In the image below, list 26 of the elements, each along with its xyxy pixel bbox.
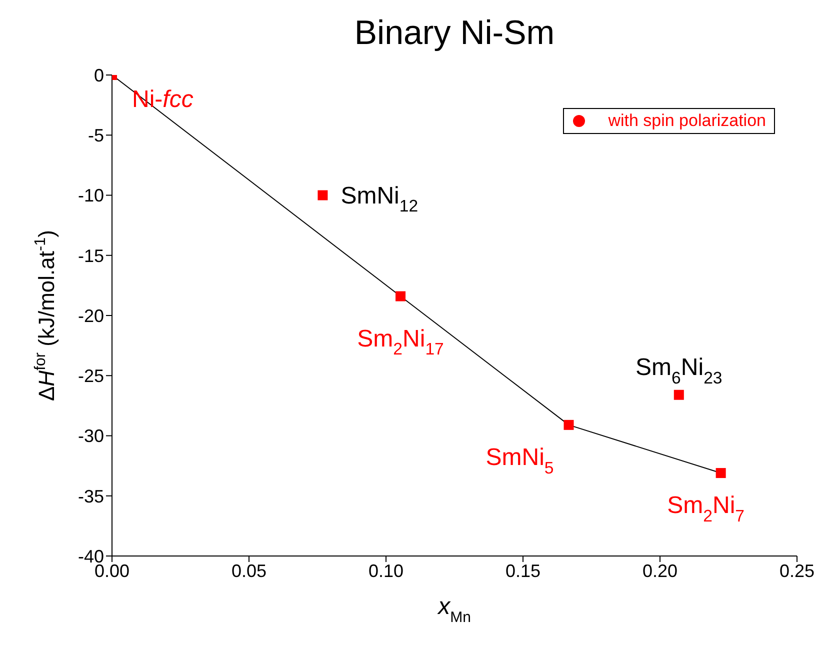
annotation: Sm$_{2}$Ni$_{17}$: [357, 325, 444, 359]
annotation: SmNi$_{5}$: [486, 444, 554, 478]
legend-label: with spin polarization: [608, 111, 766, 131]
annotation: Sm$_{2}$Ni$_{7}$: [667, 492, 745, 526]
x-tick-label: 0.20: [642, 560, 678, 581]
point: [716, 468, 726, 478]
x-tick-label: 0.10: [368, 560, 404, 581]
annotation: Sm$_{6}$Ni$_{23}$: [636, 354, 722, 388]
y-tick-label: 0: [94, 65, 104, 86]
y-tick-label: -5: [88, 126, 104, 146]
annotation: SmNi$_{12}$: [340, 182, 418, 216]
y-tick-label: -10: [78, 186, 104, 206]
point: [564, 420, 574, 430]
x-axis-title: x$_{Mn}$: [437, 593, 471, 626]
x-tick-label: 0.25: [779, 560, 815, 581]
chart-title: Binary Ni-Sm: [353, 14, 556, 53]
y-tick-label: -30: [78, 426, 104, 446]
point: [318, 190, 328, 200]
y-tick-label: -20: [78, 306, 104, 326]
y-tick-label: -35: [78, 486, 104, 506]
point: [674, 390, 684, 400]
x-tick-label: 0.05: [231, 560, 267, 581]
point: [396, 291, 406, 302]
y-tick-label: -15: [78, 246, 104, 266]
x-tick-label: 0.15: [505, 560, 541, 581]
y-tick-label: -25: [78, 366, 104, 386]
